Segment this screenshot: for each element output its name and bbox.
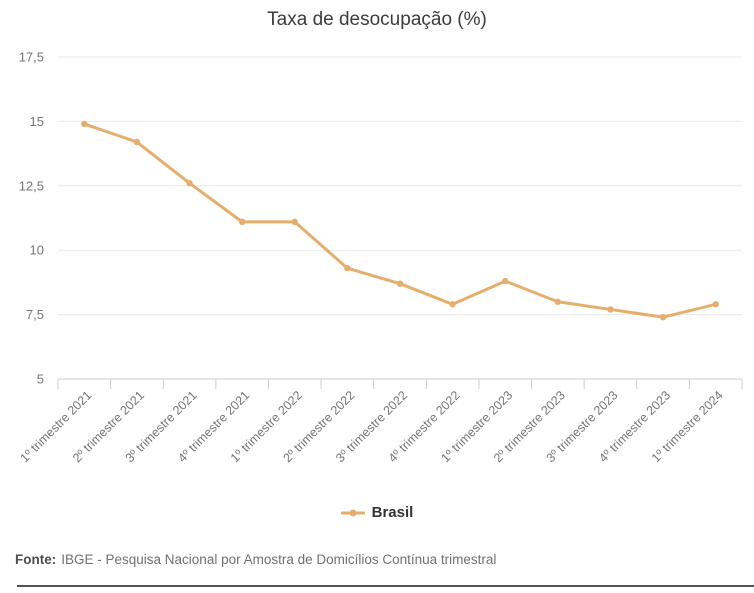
data-point[interactable]: [396, 280, 404, 287]
bottom-divider: [17, 585, 754, 587]
data-point[interactable]: [449, 301, 456, 308]
data-point[interactable]: [81, 120, 88, 128]
legend-item-brasil[interactable]: Brasil: [0, 504, 754, 521]
y-axis-tick-label: 10: [30, 243, 44, 258]
data-point[interactable]: [186, 180, 193, 187]
data-point[interactable]: [344, 265, 351, 272]
data-point[interactable]: [502, 277, 509, 285]
source-label: Fonte:: [15, 552, 57, 567]
chart-title: Taxa de desocupação (%): [267, 9, 487, 30]
data-point[interactable]: [712, 301, 719, 308]
data-point[interactable]: [133, 138, 141, 146]
data-point[interactable]: [659, 313, 667, 321]
y-axis-tick-label: 15: [30, 114, 44, 129]
data-point[interactable]: [238, 218, 246, 226]
legend-label: Brasil: [371, 504, 414, 521]
data-point[interactable]: [291, 218, 298, 226]
data-point[interactable]: [607, 306, 614, 313]
legend-line-marker-icon: [340, 509, 365, 516]
y-axis-tick-label: 12,5: [19, 178, 44, 193]
series-line-brasil[interactable]: [82, 122, 718, 319]
y-axis-tick-label: 5: [37, 372, 44, 387]
data-point[interactable]: [554, 298, 562, 305]
y-axis-tick-label: 7,5: [26, 307, 44, 322]
source-note: Fonte: IBGE - Pesquisa Nacional por Amost…: [15, 551, 744, 569]
source-text: IBGE - Pesquisa Nacional por Amostra de …: [61, 552, 497, 567]
y-axis-tick-label: 17,5: [19, 50, 44, 65]
